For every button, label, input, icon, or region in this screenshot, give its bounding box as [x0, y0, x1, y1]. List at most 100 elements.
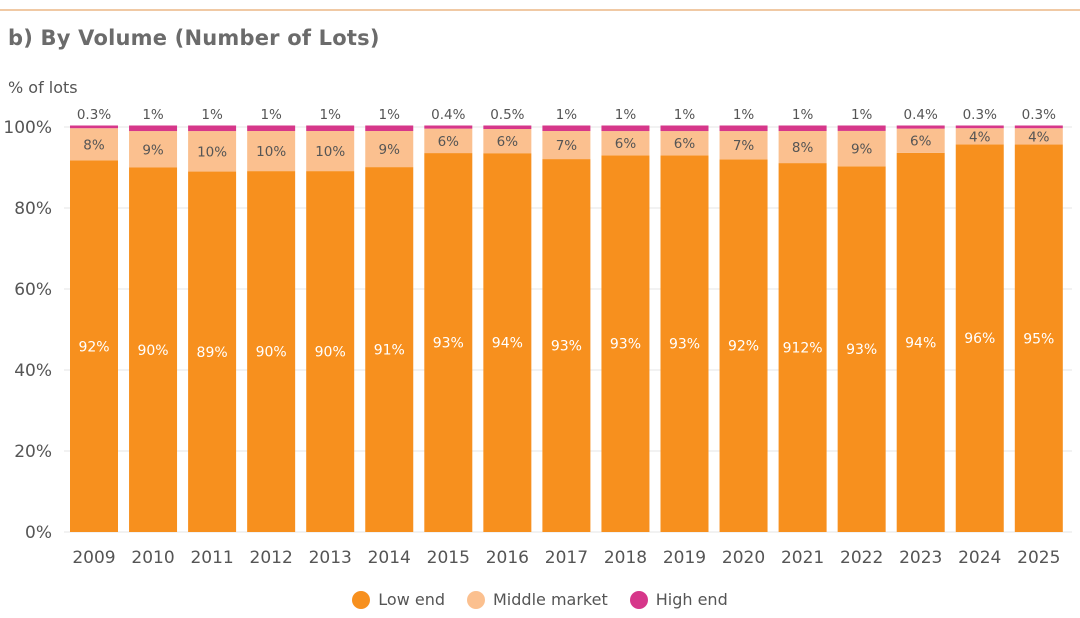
legend-label-low-end: Low end	[378, 590, 445, 609]
bar-low-end	[542, 159, 591, 532]
x-tick-label: 2025	[1017, 548, 1060, 568]
data-label-low-end: 96%	[964, 331, 995, 347]
data-label-high-end: 1%	[851, 107, 873, 123]
y-tick-label: 80%	[14, 199, 52, 219]
data-label-middle-market: 6%	[910, 134, 932, 150]
bar-low-end	[778, 163, 827, 532]
bar-low-end	[660, 155, 709, 532]
bar-high-end	[247, 125, 296, 132]
data-label-high-end: 1%	[792, 107, 814, 123]
bar-middle-market	[896, 128, 945, 153]
data-label-middle-market: 4%	[969, 129, 991, 145]
data-label-middle-market: 9%	[142, 142, 164, 158]
bar-middle-market	[188, 131, 237, 172]
bar-middle-market	[660, 131, 709, 156]
x-tick-label: 2014	[368, 548, 411, 568]
bar-middle-market	[247, 131, 296, 172]
data-label-low-end: 92%	[78, 339, 109, 355]
bar-high-end	[129, 125, 178, 132]
bar-high-end	[542, 125, 591, 132]
data-label-low-end: 93%	[846, 342, 877, 358]
data-label-middle-market: 6%	[438, 134, 460, 150]
x-tick-label: 2022	[840, 548, 883, 568]
bar-middle-market	[1014, 128, 1063, 145]
bar-high-end	[778, 125, 827, 132]
data-label-high-end: 0.4%	[431, 107, 465, 123]
y-tick-label: 60%	[14, 280, 52, 300]
data-label-middle-market: 10%	[197, 144, 227, 160]
x-tick-label: 2019	[663, 548, 706, 568]
bar-low-end	[601, 155, 650, 532]
bar-high-end	[188, 125, 237, 132]
bar-high-end	[306, 125, 355, 132]
data-label-middle-market: 8%	[83, 137, 105, 153]
bar-middle-market	[778, 131, 827, 164]
bar-high-end	[483, 125, 532, 130]
y-tick-label: 20%	[14, 442, 52, 462]
bar-low-end	[365, 167, 414, 533]
bar-high-end	[837, 125, 886, 131]
data-label-middle-market: 8%	[792, 140, 814, 156]
data-label-high-end: 1%	[615, 107, 637, 123]
x-tick-label: 2018	[604, 548, 647, 568]
bar-low-end	[896, 152, 945, 533]
bar-low-end	[955, 144, 1004, 532]
data-label-low-end: 89%	[197, 345, 228, 361]
bar-low-end	[306, 171, 355, 532]
y-tick-label: 100%	[3, 118, 52, 138]
data-label-high-end: 1%	[674, 107, 696, 123]
x-tick-label: 2015	[427, 548, 470, 568]
bar-middle-market	[719, 131, 768, 160]
legend-swatch-low-end	[352, 590, 371, 609]
bar-middle-market	[306, 131, 355, 172]
data-label-middle-market: 10%	[315, 144, 345, 160]
legend-label-high-end: High end	[655, 590, 728, 609]
data-label-high-end: 1%	[201, 107, 223, 123]
bar-high-end	[896, 125, 945, 129]
data-label-low-end: 912%	[783, 341, 823, 357]
data-label-high-end: 1%	[260, 107, 282, 123]
legend-item-middle-market: Middle market	[467, 590, 608, 609]
bar-middle-market	[837, 130, 886, 167]
x-tick-label: 2012	[250, 548, 293, 568]
data-label-high-end: 0.4%	[904, 107, 938, 123]
bar-low-end	[70, 160, 118, 532]
data-label-low-end: 94%	[492, 336, 523, 352]
data-label-low-end: 90%	[256, 345, 287, 361]
legend-item-high-end: High end	[629, 590, 728, 609]
bar-high-end	[601, 125, 650, 132]
bar-high-end	[365, 125, 414, 132]
bar-low-end	[424, 153, 473, 532]
legend-swatch-middle-market	[467, 590, 485, 609]
bar-middle-market	[542, 131, 591, 160]
bar-high-end	[424, 125, 473, 129]
data-label-low-end: 90%	[137, 343, 168, 359]
data-label-middle-market: 6%	[615, 136, 637, 152]
x-tick-label: 2009	[72, 548, 115, 568]
chart-title: b) By Volume (Number of Lots)	[8, 26, 380, 50]
data-label-high-end: 0.3%	[77, 107, 111, 123]
data-label-high-end: 1%	[556, 107, 578, 123]
data-label-high-end: 0.3%	[963, 107, 997, 123]
data-label-high-end: 1%	[379, 107, 401, 123]
bar-middle-market	[955, 128, 1004, 145]
data-label-low-end: 95%	[1023, 331, 1054, 347]
x-tick-label: 2013	[309, 548, 352, 568]
data-label-low-end: 94%	[905, 335, 936, 351]
bar-low-end	[129, 167, 178, 532]
data-label-high-end: 1%	[142, 107, 164, 123]
bar-middle-market	[129, 131, 178, 168]
top-divider	[0, 9, 1080, 11]
bar-low-end	[719, 159, 768, 532]
data-label-low-end: 92%	[728, 339, 759, 355]
bar-middle-market	[424, 128, 473, 154]
legend-swatch-high-end	[629, 590, 648, 609]
y-axis-label: % of lots	[8, 78, 78, 97]
data-label-middle-market: 6%	[674, 136, 696, 152]
bar-high-end	[719, 125, 768, 132]
bar-low-end	[483, 153, 532, 532]
x-tick-label: 2021	[781, 548, 824, 568]
x-tick-label: 2023	[899, 548, 942, 568]
bar-middle-market	[601, 131, 650, 156]
